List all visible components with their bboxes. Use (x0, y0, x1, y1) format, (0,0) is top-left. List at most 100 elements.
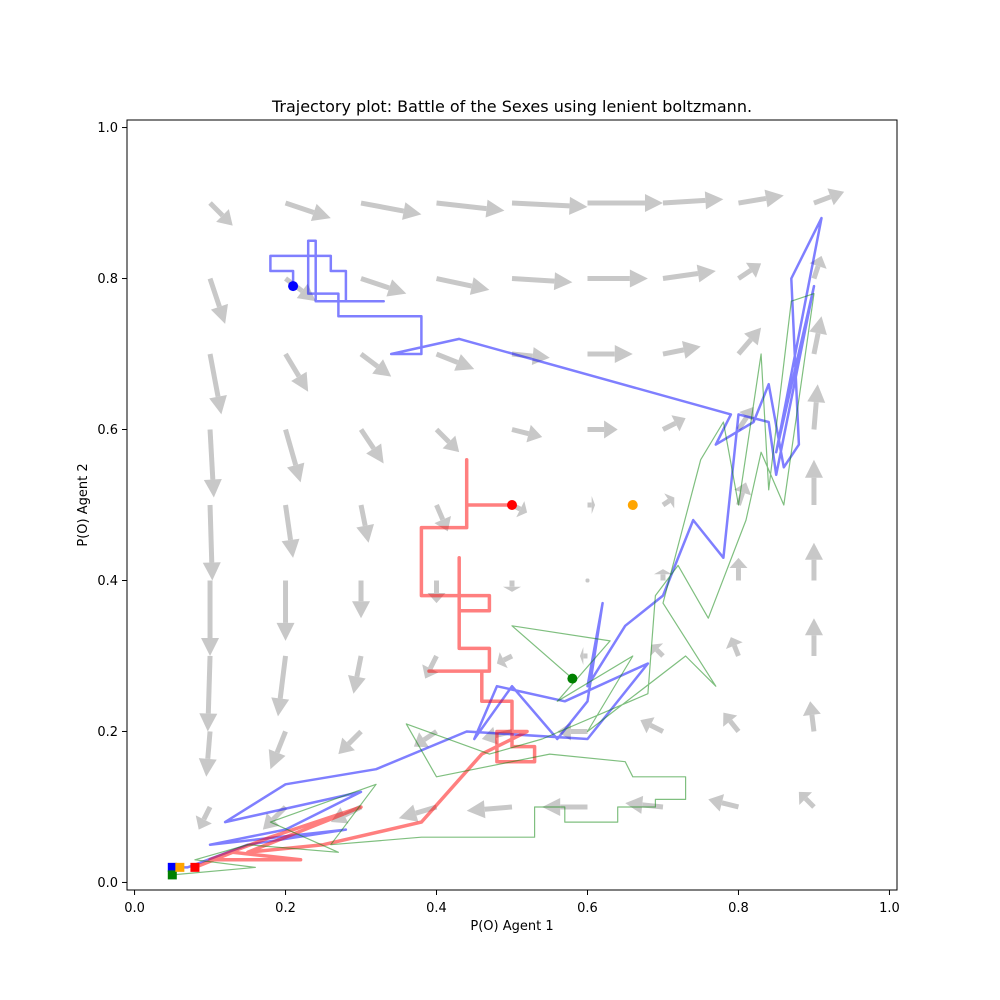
trajectory-start-point (507, 500, 517, 510)
trajectory-start-point (288, 281, 299, 292)
x-tick-label: 0.2 (275, 901, 296, 916)
quiver-arrow (436, 199, 505, 218)
quiver-arrow (587, 194, 663, 213)
extra-start-point (585, 578, 590, 583)
plot-frame (126, 119, 898, 891)
y-tick-label: 0.8 (97, 272, 118, 287)
quiver-arrow (807, 384, 826, 430)
quiver-arrow (199, 655, 218, 732)
quiver-arrow (804, 618, 823, 656)
trajectory-end-point (167, 870, 177, 880)
quiver-arrow (283, 352, 309, 392)
y-axis-ticks: 0.0 0.2 0.4 0.6 0.8 1.0 (97, 121, 127, 891)
quiver-arrow (360, 276, 407, 297)
quiver-arrow (804, 542, 823, 581)
extra-start-point (627, 500, 638, 510)
x-tick-label: 0.8 (728, 901, 749, 916)
quiver-arrow (587, 269, 648, 288)
quiver-arrow (804, 459, 823, 505)
quiver-arrow (434, 427, 460, 453)
x-tick-label: 0.6 (577, 901, 598, 916)
quiver-arrow (207, 353, 227, 415)
quiver-arrow (587, 496, 596, 514)
quiver-arrow (738, 189, 784, 208)
x-tick-label: 0.4 (426, 901, 447, 916)
quiver-arrow (281, 504, 300, 558)
y-axis-label: P(O) Agent 2 (76, 463, 91, 546)
quiver-arrow (198, 731, 217, 777)
quiver-arrow (813, 188, 845, 206)
trajectory-end-point (190, 862, 200, 872)
quiver-arrow (422, 654, 439, 679)
quiver-arrow (661, 493, 675, 509)
trajectory-start-point (567, 673, 578, 684)
quiver-arrow (662, 264, 716, 283)
trajectory-end-point (167, 862, 177, 872)
quiver-field (195, 188, 845, 830)
quiver-arrow (653, 569, 672, 581)
quiver-arrow (271, 655, 290, 717)
quiver-arrow (737, 262, 762, 281)
quiver-arrow (356, 504, 374, 543)
quiver-arrow (587, 345, 633, 364)
quiver-arrow (284, 200, 331, 221)
quiver-arrow (203, 429, 222, 498)
y-tick-label: 0.0 (97, 876, 118, 891)
quiver-arrow (195, 805, 213, 830)
quiver-arrow (511, 196, 588, 215)
quiver-arrow (736, 327, 762, 356)
trajectory-line (172, 216, 823, 869)
quiver-arrow (729, 557, 748, 581)
quiver-arrow (661, 415, 686, 432)
x-tick-label: 1.0 (879, 901, 900, 916)
quiver-arrow (201, 580, 220, 656)
x-axis-label: P(O) Agent 1 (470, 919, 553, 934)
quiver-arrow (283, 428, 305, 483)
quiver-arrow (625, 795, 664, 814)
trajectory-markers (167, 281, 638, 880)
quiver-arrow (202, 504, 221, 581)
quiver-arrow (268, 730, 288, 770)
quiver-arrow (662, 341, 701, 359)
quiver-arrow (798, 791, 816, 809)
quiver-arrow (466, 800, 513, 819)
quiver-arrow (725, 637, 743, 657)
quiver-arrow (360, 200, 422, 220)
quiver-arrow (708, 794, 740, 812)
quiver-arrow (496, 652, 514, 669)
quiver-arrow (511, 272, 573, 291)
quiver-arrow (207, 277, 228, 324)
quiver-arrow (587, 420, 618, 439)
y-tick-label: 0.2 (97, 725, 118, 740)
quiver-arrow (338, 729, 363, 755)
trajectory-line (172, 293, 815, 876)
quiver-arrow (276, 580, 295, 641)
quiver-arrow (352, 580, 371, 619)
quiver-arrow (650, 643, 665, 658)
quiver-arrow (640, 717, 665, 734)
quiver-arrow (723, 712, 741, 734)
quiver-arrow (579, 646, 588, 665)
quiver-arrow (359, 352, 392, 377)
quiver-arrow (208, 201, 233, 226)
quiver-arrow (435, 351, 475, 371)
quiver-arrow (427, 580, 446, 604)
y-tick-label: 0.6 (97, 423, 118, 438)
extra-end-point (175, 862, 185, 872)
quiver-arrow (809, 255, 827, 280)
x-axis-ticks: 0.0 0.2 0.4 0.6 0.8 1.0 (124, 890, 900, 916)
y-tick-label: 1.0 (97, 121, 118, 136)
quiver-arrow (511, 424, 543, 443)
quiver-arrow (348, 655, 366, 694)
x-tick-label: 0.0 (124, 901, 145, 916)
quiver-arrow (435, 276, 490, 295)
quiver-arrow (662, 191, 724, 210)
quiver-arrow (802, 701, 821, 732)
trajectory-series (172, 216, 823, 876)
quiver-arrow (503, 580, 521, 592)
y-tick-label: 0.4 (97, 574, 118, 589)
trajectory-line (194, 457, 537, 870)
quiver-arrow (809, 316, 827, 355)
quiver-arrow (358, 428, 384, 464)
